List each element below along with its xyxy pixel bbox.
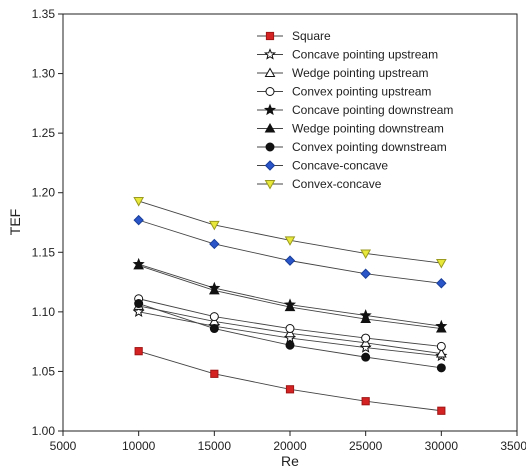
x-tick-label: 30000 [425,439,459,453]
data-point [133,259,145,270]
data-point [209,312,219,322]
y-axis-title: TEF [7,209,23,235]
legend-label: Convex pointing upstream [292,85,431,99]
data-point [437,406,446,415]
data-point [284,255,296,266]
data-point [208,284,220,295]
legend-label: Wedge pointing downstream [292,122,444,136]
data-point [208,220,220,231]
axis-ticks: 5000 10000 15000 20000 25000 30000 35000 1.00 1.… [32,7,526,453]
series-markers [132,197,448,415]
y-tick-label: 1.15 [32,245,56,259]
data-point [435,348,447,358]
x-tick-label: 5000 [50,439,77,453]
data-point [435,323,447,333]
data-point [210,369,219,378]
data-point [134,347,143,356]
data-point [360,268,371,279]
data-point [132,305,145,317]
legend-label: Concave-concave [292,159,388,173]
y-tick-label: 1.35 [32,7,56,21]
data-point [435,259,447,269]
data-point [209,238,220,250]
legend-label: Square [292,29,331,43]
data-point [361,397,370,406]
data-point [285,340,295,350]
y-tick-label: 1.20 [32,186,56,200]
x-tick-label: 20000 [273,439,307,453]
legend-label: Concave pointing upstream [292,48,438,62]
data-point [285,324,295,334]
x-tick-label: 15000 [198,439,232,453]
legend-label: Concave pointing downstream [292,103,453,117]
data-point [133,197,145,207]
plot-frame [62,13,518,432]
y-tick-label: 1.25 [32,126,56,140]
data-point [284,236,296,246]
data-point [360,313,372,324]
data-point [285,385,295,394]
y-tick-label: 1.30 [32,67,56,81]
legend-marker [265,31,275,41]
legend-marker [263,48,277,60]
x-tick-label: 35000 [500,439,526,453]
data-point [360,249,372,259]
data-point [133,214,144,226]
y-tick-label: 1.05 [32,364,56,378]
x-tick-label: 10000 [122,439,156,453]
data-point [284,301,296,312]
data-point [361,352,371,362]
data-point [209,324,219,334]
legend-marker [263,103,277,116]
legend-marker [265,142,275,152]
legend-marker [264,160,276,171]
data-point [361,333,371,343]
legend-marker [264,180,276,190]
data-point [436,341,446,351]
y-tick-label: 1.10 [32,305,56,319]
legend: Square Concave pointing upstream Wedge poi… [257,29,453,191]
data-point [436,278,447,289]
legend-marker [265,87,275,96]
data-point [134,299,144,309]
legend-marker [264,67,276,77]
x-axis-title: Re [281,453,299,469]
y-tick-label: 1.00 [32,424,56,438]
legend-label: Convex-concave [292,177,382,191]
legend-label: Convex pointing downstream [292,140,447,154]
legend-marker [264,122,276,133]
data-point [436,363,446,373]
x-tick-label: 25000 [349,439,383,453]
legend-label: Wedge pointing upstream [292,66,429,80]
